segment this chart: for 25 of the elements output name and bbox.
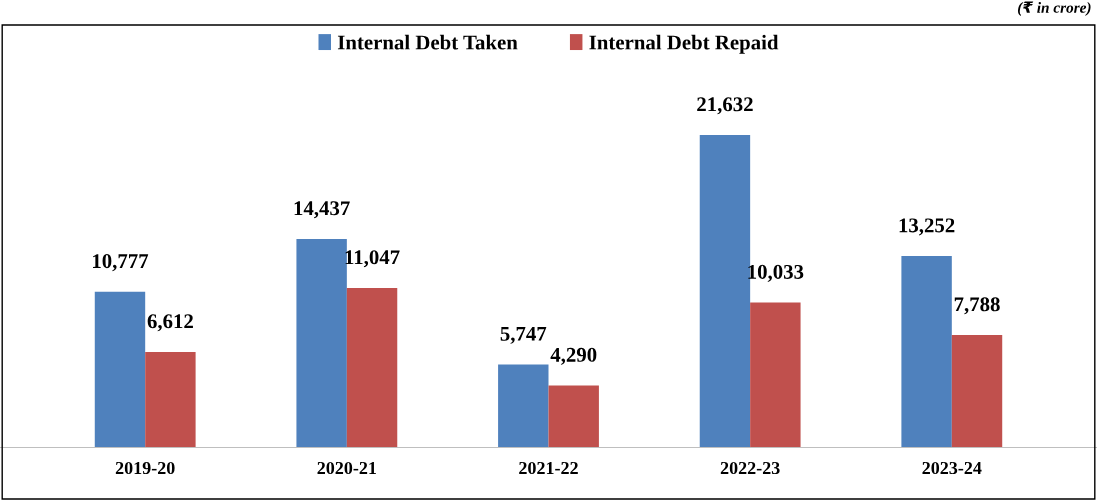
data-label: 21,632 [697,97,753,115]
bar [548,385,599,448]
bar [750,302,801,448]
legend-label: Internal Debt Taken [337,34,518,50]
x-tick-label: 2021-22 [519,461,578,475]
x-tick-label: 2023-24 [922,461,982,475]
bar [94,291,146,448]
bar [296,238,347,448]
bar [346,287,398,448]
legend-label: Internal Debt Repaid [589,34,779,54]
x-tick-label: 2019-20 [115,461,175,475]
data-label: 10,777 [93,254,149,272]
data-label: 5,747 [500,326,547,344]
text: (₹ in crore) [1017,1,1091,16]
bar [901,256,952,448]
data-label: 7,788 [954,297,1000,315]
data-label: 6,612 [147,314,193,332]
bar [951,334,1003,448]
bar [498,364,549,448]
data-label: 13,252 [899,218,955,236]
data-label: 4,290 [550,347,597,365]
bar [145,351,196,448]
x-tick-label: 2020-21 [317,461,376,475]
x-tick-label: 2022-23 [720,461,780,475]
data-label: 14,437 [294,201,350,219]
